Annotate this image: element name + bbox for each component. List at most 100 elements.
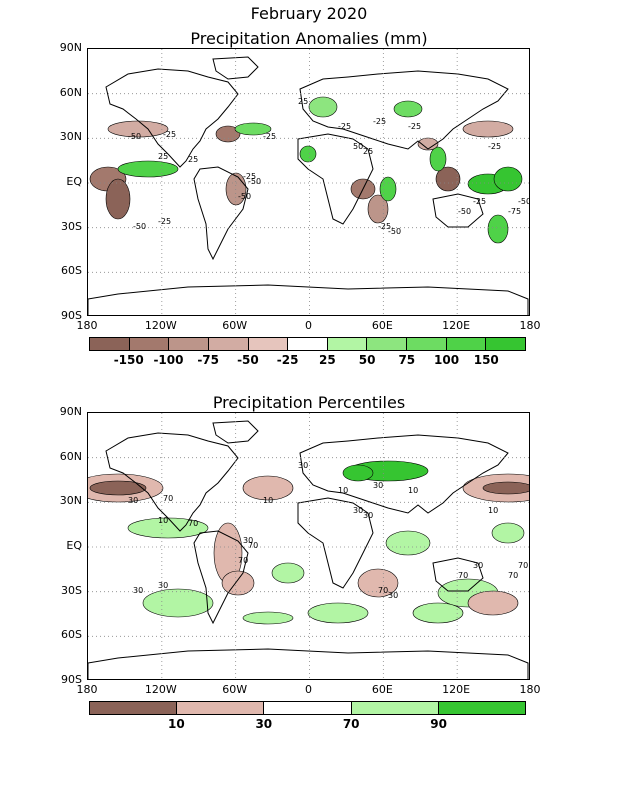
contour-label: 30	[133, 586, 143, 595]
contour-label: -25	[263, 132, 276, 141]
anomaly-region	[221, 570, 255, 596]
colorbar-swatch	[407, 338, 447, 350]
contour-label: 50	[353, 142, 363, 151]
contour-label: 30	[298, 461, 308, 470]
contour-label: -50	[238, 192, 251, 201]
contour-label: 10	[408, 486, 418, 495]
contour-label: -50	[133, 222, 146, 231]
lat-tick-label: 60N	[59, 85, 82, 99]
anomaly-region	[412, 602, 464, 624]
lat-tick-label: 60S	[61, 264, 82, 278]
anomaly-region	[385, 530, 431, 556]
colorbar-label: -75	[197, 353, 220, 367]
coastline	[432, 557, 484, 592]
coastline	[212, 56, 259, 80]
contour-label: 10	[263, 496, 273, 505]
contour-label: 10	[488, 506, 498, 515]
colorbar-swatch	[327, 338, 368, 350]
colorbar-swatch	[486, 338, 526, 350]
anomaly-region	[105, 178, 131, 220]
coastline	[297, 497, 374, 589]
anomaly-region	[271, 562, 305, 584]
anomaly-region	[242, 611, 294, 625]
lat-tick-label: 90N	[59, 405, 82, 418]
contour-label: -25	[488, 142, 501, 151]
lat-tick-label: 30S	[61, 219, 82, 233]
anomaly-region	[299, 145, 317, 163]
contour-label: -50	[128, 132, 141, 141]
lon-tick-label: 60E	[371, 319, 393, 332]
colorbar-swatch	[169, 338, 209, 350]
coastline	[432, 193, 484, 228]
contour-label: 10	[338, 486, 348, 495]
anomaly-region	[393, 100, 423, 118]
anomaly-region	[429, 146, 447, 172]
coastline	[193, 166, 249, 261]
lat-tick-label: 90N	[59, 41, 82, 54]
contour-label: -50	[248, 177, 261, 186]
lat-tick-label: 90S	[61, 673, 82, 686]
anomaly-region	[117, 160, 179, 178]
figure-title: February 2020	[250, 4, 368, 23]
colorbar-label: 75	[398, 353, 416, 367]
lat-tick-label: EQ	[66, 175, 82, 188]
coastline	[105, 432, 239, 532]
lat-tick-label: 60N	[59, 449, 82, 463]
colorbar-label: -100	[153, 353, 184, 367]
anomaly-region	[357, 568, 399, 598]
contour-label: -25	[473, 197, 486, 206]
anomaly-region	[462, 120, 514, 138]
contour-label: 25	[158, 152, 168, 161]
contour-label: 30	[373, 481, 383, 490]
contour-label: -25	[378, 222, 391, 231]
contour-label: 70	[188, 519, 198, 528]
contour-label: -25	[163, 130, 176, 139]
anomaly-region	[234, 122, 272, 136]
contour-label: 30	[363, 511, 373, 520]
contour-label: 70	[458, 571, 468, 580]
lon-tick-label: 120E	[442, 319, 471, 332]
lon-tick-label: 120W	[144, 683, 177, 696]
lon-tick-label: 0	[305, 683, 312, 696]
lat-tick-label: 30N	[59, 494, 82, 508]
colorbar-label: -150	[113, 353, 144, 367]
colorbar-label: 100	[434, 353, 460, 367]
lat-tick-label: 30N	[59, 130, 82, 144]
colorbar-label: 30	[255, 717, 273, 731]
lat-tick-label: EQ	[66, 539, 82, 552]
colorbar-swatch	[288, 338, 328, 350]
colorbar-swatch	[208, 338, 249, 350]
contour-label: 10	[158, 516, 168, 525]
contour-label: 25	[298, 97, 308, 106]
colorbar-swatch	[446, 338, 487, 350]
lon-tick-label: 60E	[371, 683, 393, 696]
contour-label: 70	[248, 541, 258, 550]
contour-label: -25	[338, 122, 351, 131]
coastline	[105, 68, 239, 168]
anomaly-region	[307, 602, 369, 624]
lon-tick-label: 180	[76, 319, 98, 332]
panel-2-title: Precipitation Percentiles	[212, 393, 406, 412]
anomaly-region	[379, 176, 397, 202]
contour-label: 30	[473, 561, 483, 570]
coastline	[299, 434, 509, 514]
lon-tick-label: 180	[76, 683, 98, 696]
colorbar-swatch	[248, 338, 289, 350]
percentiles-colorbar	[89, 701, 526, 715]
contour-label: 70	[508, 571, 518, 580]
anomaly-region	[308, 96, 338, 118]
colorbar-label: 10	[168, 717, 185, 731]
lon-tick-label: 0	[305, 319, 312, 332]
anomaly-region	[435, 166, 461, 192]
contour-label: 30	[388, 591, 398, 600]
contour-label: 70	[163, 494, 173, 503]
anomaly-region	[242, 475, 294, 501]
coastline	[297, 133, 374, 225]
coastline	[299, 70, 509, 150]
anomaly-region	[342, 464, 374, 482]
anomaly-region	[142, 588, 214, 618]
contour-label: 70	[518, 561, 528, 570]
contour-label: 25	[363, 147, 373, 156]
anomaly-region	[482, 481, 529, 495]
